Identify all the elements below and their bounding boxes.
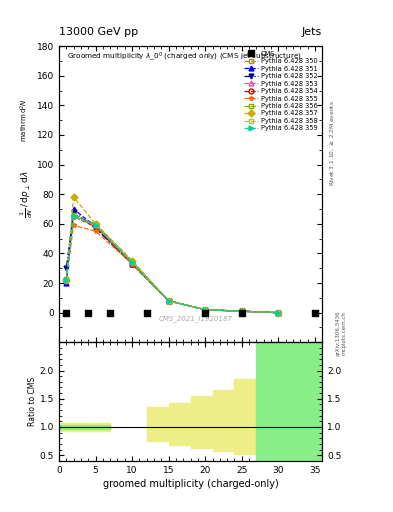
Text: CMS_2021_I1920187: CMS_2021_I1920187 — [159, 315, 233, 322]
Text: Jets: Jets — [302, 27, 322, 37]
Point — [239, 309, 245, 317]
Point — [107, 309, 113, 317]
Text: Groomed multiplicity $\lambda\_0^{0}$ (charged only) (CMS jet substructure): Groomed multiplicity $\lambda\_0^{0}$ (c… — [67, 51, 302, 63]
Text: arXiv:1306.3436: arXiv:1306.3436 — [336, 310, 341, 356]
Point — [202, 309, 208, 317]
Point — [143, 309, 150, 317]
Text: $\mathrm{mathrm\,d}^2N$: $\mathrm{mathrm\,d}^2N$ — [19, 98, 30, 142]
Legend: CMS, Pythia 6.428 350, Pythia 6.428 351, Pythia 6.428 352, Pythia 6.428 353, Pyt: CMS, Pythia 6.428 350, Pythia 6.428 351,… — [242, 50, 319, 133]
Text: 13000 GeV pp: 13000 GeV pp — [59, 27, 138, 37]
Text: Rivet 3.1.10, $\geq$ 2.2M events: Rivet 3.1.10, $\geq$ 2.2M events — [328, 100, 336, 186]
Y-axis label: Ratio to CMS: Ratio to CMS — [28, 377, 37, 426]
Text: mcplots.cern.ch: mcplots.cern.ch — [341, 311, 346, 355]
Point — [63, 309, 70, 317]
Y-axis label: $\frac{1}{\mathrm{d}N}\,/\,\mathrm{d}p_\perp\,\mathrm{d}\lambda$: $\frac{1}{\mathrm{d}N}\,/\,\mathrm{d}p_\… — [19, 170, 35, 218]
X-axis label: groomed multiplicity (charged-only): groomed multiplicity (charged-only) — [103, 479, 279, 489]
Point — [312, 309, 318, 317]
Point — [85, 309, 91, 317]
